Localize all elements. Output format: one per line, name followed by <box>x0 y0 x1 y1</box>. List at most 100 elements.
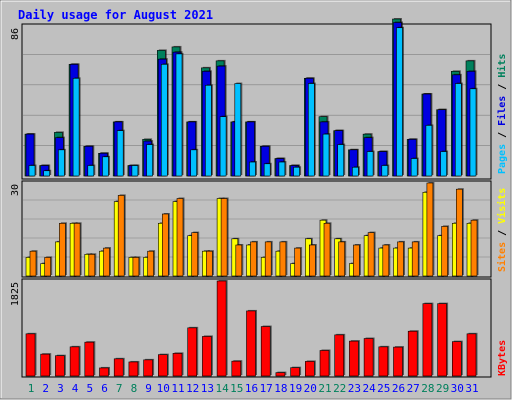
x-label-day-29: 29 <box>436 382 449 395</box>
x-label-day-24: 24 <box>362 382 376 395</box>
bar-pages-day-13 <box>205 85 212 177</box>
bar-visits-day-20 <box>308 244 316 277</box>
legend-files: Files <box>496 96 508 126</box>
bar-visits-day-6 <box>103 247 110 277</box>
x-label-day-4: 4 <box>72 382 79 395</box>
bar-pages-day-5 <box>87 165 95 177</box>
bar-pages-day-19 <box>293 166 300 177</box>
x-label-day-25: 25 <box>377 382 390 395</box>
bar-visits-day-22 <box>338 241 346 277</box>
x-label-day-15: 15 <box>230 382 243 395</box>
bar-visits-day-9 <box>147 250 154 277</box>
bar-visits-day-23 <box>353 244 360 277</box>
bar-pages-day-11 <box>175 53 183 177</box>
bar-kbytes-day-22 <box>334 334 345 377</box>
bar-visits-day-25 <box>382 244 390 277</box>
x-label-day-7: 7 <box>116 382 123 395</box>
x-label-day-8: 8 <box>131 382 138 395</box>
bar-pages-day-22 <box>337 144 345 177</box>
x-label-day-11: 11 <box>171 382 184 395</box>
bar-kbytes-day-19 <box>290 367 300 377</box>
bar-kbytes-day-4 <box>69 346 80 377</box>
x-label-day-19: 19 <box>289 382 302 395</box>
legend-kbytes-label: KBytes <box>497 340 508 376</box>
legend-separator: / <box>497 126 508 144</box>
x-label-day-6: 6 <box>101 382 108 395</box>
bar-pages-day-24 <box>366 151 374 177</box>
bar-kbytes-day-14 <box>216 280 227 377</box>
bar-pages-day-23 <box>352 166 359 177</box>
bar-kbytes-day-12 <box>187 327 197 377</box>
bar-pages-day-10 <box>161 64 168 177</box>
bar-kbytes-day-20 <box>304 361 315 377</box>
x-axis-day-labels: 1 2 3 4 5 6 7 8 9 10 11 12 13 14 15 16 17 18 19 20 21 22 23 24 2… <box>28 382 479 395</box>
x-label-day-2: 2 <box>42 382 49 395</box>
bar-visits-day-3 <box>59 223 66 277</box>
bar-pages-day-15 <box>234 83 242 177</box>
x-label-day-30: 30 <box>451 382 464 395</box>
legend-visits-sites: Sites / Visits <box>496 188 508 272</box>
bar-visits-day-5 <box>88 254 96 277</box>
x-label-day-28: 28 <box>421 382 434 395</box>
bar-kbytes-day-15 <box>231 360 242 377</box>
bar-kbytes-day-11 <box>172 353 183 377</box>
bar-kbytes-day-28 <box>422 303 433 377</box>
scale-label-hits: 86 <box>10 28 21 40</box>
bar-visits-day-12 <box>191 232 198 277</box>
bar-marks <box>24 18 479 377</box>
legend-kbytes: KBytes <box>497 340 508 376</box>
scale-label-kbytes: 1825 <box>10 282 21 306</box>
bar-visits-day-31 <box>470 219 478 277</box>
bar-visits-day-10 <box>162 213 169 277</box>
x-label-day-31: 31 <box>465 382 478 395</box>
bar-kbytes-day-23 <box>349 340 359 377</box>
bar-kbytes-day-3 <box>55 355 65 377</box>
bar-kbytes-day-30 <box>451 341 462 377</box>
bar-pages-day-14 <box>219 116 227 177</box>
x-label-day-3: 3 <box>57 382 64 395</box>
bar-kbytes-day-8 <box>128 361 139 377</box>
bar-visits-day-29 <box>441 226 448 277</box>
bar-visits-day-15 <box>235 244 243 277</box>
bar-kbytes-day-5 <box>84 341 95 377</box>
bar-pages-day-1 <box>28 165 36 177</box>
bar-visits-day-27 <box>411 241 419 277</box>
bar-kbytes-day-29 <box>437 303 447 377</box>
bar-pages-day-18 <box>278 161 286 177</box>
bar-kbytes-day-10 <box>158 354 168 377</box>
x-label-day-14: 14 <box>215 382 229 395</box>
bar-visits-day-19 <box>294 247 301 277</box>
bar-kbytes-day-2 <box>40 353 51 377</box>
x-label-day-5: 5 <box>86 382 93 395</box>
legend-separator: / <box>497 224 508 242</box>
bar-kbytes-day-24 <box>363 338 374 377</box>
bar-pages-day-30 <box>454 83 462 177</box>
bar-pages-day-12 <box>190 149 197 177</box>
bar-pages-day-21 <box>322 133 330 177</box>
bar-kbytes-day-1 <box>25 333 36 377</box>
bar-visits-day-16 <box>250 241 257 277</box>
scale-label-visits: 30 <box>10 184 21 196</box>
legend-hits: Hits <box>496 54 508 78</box>
x-label-day-12: 12 <box>186 382 199 395</box>
bar-kbytes-day-18 <box>275 372 286 377</box>
x-label-day-27: 27 <box>407 382 420 395</box>
bar-kbytes-day-27 <box>407 330 418 377</box>
bar-visits-day-13 <box>206 250 213 277</box>
bar-kbytes-day-6 <box>99 367 109 377</box>
bar-pages-day-7 <box>116 130 124 177</box>
bar-pages-day-25 <box>381 165 389 177</box>
bar-kbytes-day-9 <box>143 359 153 377</box>
x-label-day-9: 9 <box>145 382 152 395</box>
legend-pages: Pages <box>497 144 508 174</box>
bar-pages-day-29 <box>440 151 447 177</box>
legend-separator: / <box>497 78 508 96</box>
bar-pages-day-4 <box>72 78 80 177</box>
bar-visits-day-1 <box>29 250 37 277</box>
bar-kbytes-day-21 <box>319 350 330 377</box>
bar-visits-day-21 <box>323 223 331 277</box>
bar-visits-day-28 <box>426 182 434 277</box>
bar-kbytes-day-26 <box>393 346 403 377</box>
bar-pages-day-16 <box>249 161 256 177</box>
